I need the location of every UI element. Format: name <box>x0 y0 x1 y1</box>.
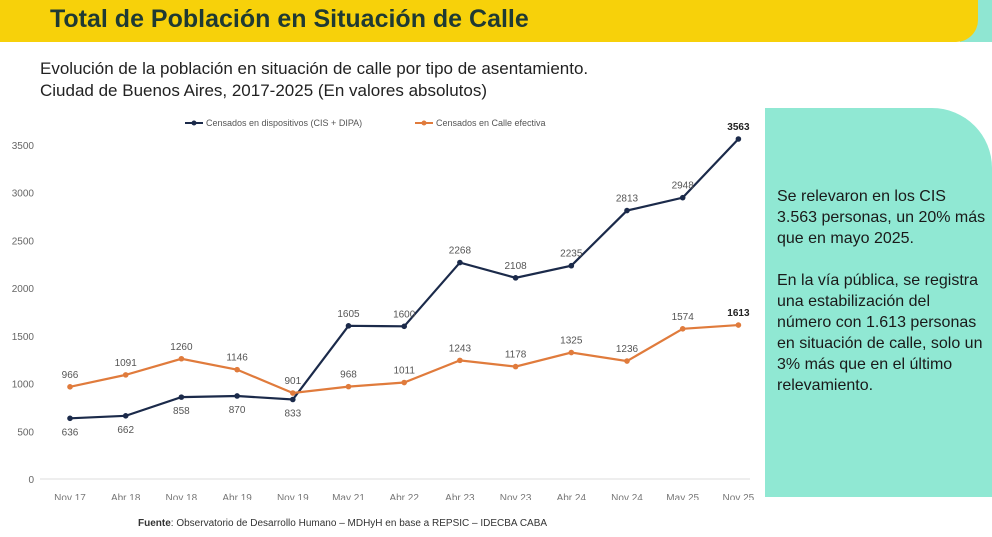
data-point <box>290 390 296 396</box>
data-label: 1243 <box>449 343 472 354</box>
chart-subtitle-1: Evolución de la población en situación d… <box>40 59 589 78</box>
data-point <box>67 384 73 390</box>
y-tick-label: 3000 <box>12 189 35 200</box>
source-note: Fuente: Observatorio de Desarrollo Human… <box>138 518 547 529</box>
source-label: Fuente <box>138 518 171 529</box>
data-label: 1260 <box>170 342 193 353</box>
chart-subtitle-2: Ciudad de Buenos Aires, 2017-2025 (En va… <box>40 81 488 100</box>
y-tick-label: 1500 <box>12 332 35 343</box>
data-point <box>624 358 630 364</box>
page-title: Total de Población en Situación de Calle <box>50 5 529 33</box>
legend-label: Censados en dispositivos (CIS + DIPA) <box>206 118 362 128</box>
data-label: 833 <box>284 409 301 420</box>
data-point <box>234 393 240 399</box>
data-point <box>735 136 742 142</box>
data-label: 636 <box>62 427 79 438</box>
x-tick-label: Nov 24 <box>611 493 643 500</box>
x-tick-label: Abr 24 <box>557 493 587 500</box>
data-label: 662 <box>117 425 134 436</box>
x-tick-label: Abr 19 <box>222 493 252 500</box>
legend-marker <box>421 120 427 126</box>
data-label: 2268 <box>449 246 472 257</box>
data-label: 2948 <box>672 181 695 192</box>
y-tick-label: 2000 <box>12 284 35 295</box>
data-label: 1091 <box>115 358 138 369</box>
data-point <box>401 379 408 386</box>
data-label: 1600 <box>393 309 416 320</box>
data-label: 1146 <box>226 353 248 364</box>
x-tick-label: May 25 <box>666 493 699 500</box>
x-tick-label: Nov 17 <box>54 493 86 500</box>
line-chart: 0 500 1000 1500 2000 2500 3000 3500 Nov 17 Abr 18… <box>12 118 755 500</box>
data-point <box>457 259 463 266</box>
source-text: : Observatorio de Desarrollo Humano – MD… <box>170 518 548 529</box>
x-tick-label: Abr 18 <box>111 493 141 500</box>
summary-text-2: En la vía pública, se registra una estab… <box>777 272 983 394</box>
data-point <box>512 275 519 281</box>
y-tick-label: 2500 <box>12 236 35 247</box>
data-point <box>345 323 352 329</box>
data-label: 858 <box>173 406 190 417</box>
data-label: 1011 <box>393 366 415 377</box>
data-point <box>512 363 519 370</box>
x-tick-label: Nov 18 <box>166 493 198 500</box>
data-label: 1613 <box>727 308 750 319</box>
data-point <box>178 394 185 400</box>
data-label: 1236 <box>616 344 639 355</box>
y-tick-label: 1000 <box>12 380 35 391</box>
data-label: 2813 <box>616 194 639 205</box>
data-point <box>345 383 352 390</box>
data-point <box>178 355 185 362</box>
data-point <box>568 262 575 269</box>
data-point <box>679 325 686 332</box>
data-point <box>568 349 575 356</box>
data-point <box>290 396 296 403</box>
x-tick-label: Nov 23 <box>500 493 532 500</box>
data-label: 1574 <box>672 312 695 323</box>
x-tick-label: Abr 22 <box>389 493 419 500</box>
x-tick-label: May 21 <box>332 493 365 500</box>
data-label: 1325 <box>560 336 583 347</box>
data-point <box>457 357 463 364</box>
data-label: 2108 <box>504 261 527 272</box>
data-point <box>122 413 129 419</box>
x-tick-label: Nov 19 <box>277 493 309 500</box>
data-point <box>234 366 240 373</box>
data-point <box>624 207 630 214</box>
legend-label: Censados en Calle efectiva <box>436 118 546 128</box>
data-label: 901 <box>284 376 301 387</box>
data-point <box>122 372 129 378</box>
x-tick-label: Abr 23 <box>445 493 475 500</box>
x-tick-label: Nov 25 <box>723 493 755 500</box>
data-label: 3563 <box>727 122 750 133</box>
data-label: 1178 <box>505 350 527 361</box>
data-point <box>679 194 686 201</box>
data-label: 966 <box>62 370 79 381</box>
summary-text-1: Se relevaron en los CIS 3.563 personas, … <box>777 188 986 247</box>
data-point <box>735 322 742 328</box>
y-tick-label: 500 <box>17 427 34 438</box>
data-label: 2235 <box>560 249 583 260</box>
data-point <box>67 415 73 422</box>
data-label: 870 <box>229 405 246 416</box>
header-bar: Total de Población en Situación de Calle <box>0 0 978 42</box>
summary-panel <box>765 108 992 497</box>
data-label: 1605 <box>337 309 360 320</box>
data-label: 968 <box>340 370 357 381</box>
y-tick-label: 0 <box>28 475 34 486</box>
y-tick-label: 3500 <box>12 141 35 152</box>
data-point <box>401 323 408 330</box>
legend-marker <box>191 120 197 126</box>
